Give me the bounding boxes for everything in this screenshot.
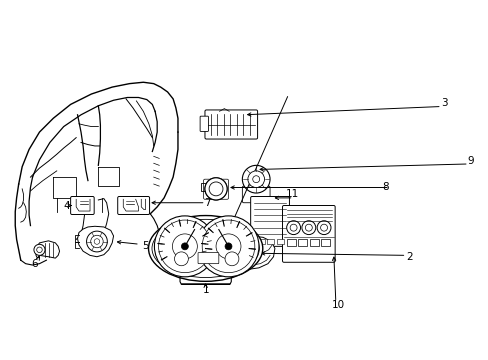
- FancyBboxPatch shape: [242, 186, 269, 203]
- Bar: [298, 239, 307, 246]
- Circle shape: [320, 224, 327, 231]
- Circle shape: [172, 234, 197, 259]
- FancyBboxPatch shape: [203, 179, 228, 199]
- Text: 8: 8: [382, 183, 388, 193]
- FancyBboxPatch shape: [282, 206, 334, 262]
- FancyBboxPatch shape: [250, 197, 289, 246]
- Circle shape: [289, 224, 296, 231]
- Bar: [257, 239, 264, 244]
- Text: 4: 4: [64, 201, 70, 211]
- Circle shape: [209, 182, 223, 196]
- Circle shape: [94, 239, 100, 244]
- Polygon shape: [36, 241, 60, 258]
- Bar: [276, 239, 284, 244]
- Bar: [320, 239, 329, 246]
- Text: 10: 10: [331, 300, 345, 310]
- Circle shape: [209, 182, 223, 196]
- FancyBboxPatch shape: [118, 197, 149, 215]
- Bar: [287, 239, 296, 246]
- Circle shape: [213, 186, 218, 192]
- Circle shape: [158, 220, 211, 273]
- Circle shape: [202, 220, 254, 273]
- FancyBboxPatch shape: [198, 253, 218, 264]
- Circle shape: [37, 247, 42, 253]
- Circle shape: [247, 171, 264, 188]
- Text: 7: 7: [204, 198, 211, 208]
- Circle shape: [301, 221, 315, 235]
- Circle shape: [154, 216, 215, 277]
- FancyBboxPatch shape: [200, 116, 208, 131]
- Circle shape: [34, 244, 45, 255]
- Circle shape: [224, 252, 239, 266]
- Circle shape: [242, 165, 269, 193]
- Circle shape: [305, 224, 312, 231]
- Circle shape: [91, 235, 103, 248]
- FancyBboxPatch shape: [204, 110, 257, 139]
- Text: 1: 1: [202, 285, 208, 295]
- Text: 2: 2: [406, 252, 412, 262]
- Polygon shape: [78, 226, 113, 257]
- Circle shape: [252, 176, 259, 183]
- Polygon shape: [229, 236, 274, 269]
- Text: 6: 6: [31, 259, 38, 269]
- FancyBboxPatch shape: [70, 197, 94, 215]
- Circle shape: [317, 221, 330, 235]
- Text: 11: 11: [285, 189, 298, 199]
- Circle shape: [216, 234, 241, 259]
- Ellipse shape: [148, 216, 262, 281]
- Circle shape: [224, 243, 231, 250]
- Circle shape: [204, 178, 226, 200]
- Ellipse shape: [152, 219, 259, 278]
- Circle shape: [198, 216, 259, 277]
- Circle shape: [286, 221, 300, 235]
- Circle shape: [204, 178, 226, 200]
- Circle shape: [181, 243, 188, 250]
- Text: 5: 5: [142, 241, 148, 251]
- Bar: [267, 239, 274, 244]
- Text: 9: 9: [467, 156, 473, 166]
- Text: 3: 3: [440, 98, 447, 108]
- Circle shape: [86, 231, 107, 252]
- Circle shape: [174, 252, 188, 266]
- Bar: [309, 239, 318, 246]
